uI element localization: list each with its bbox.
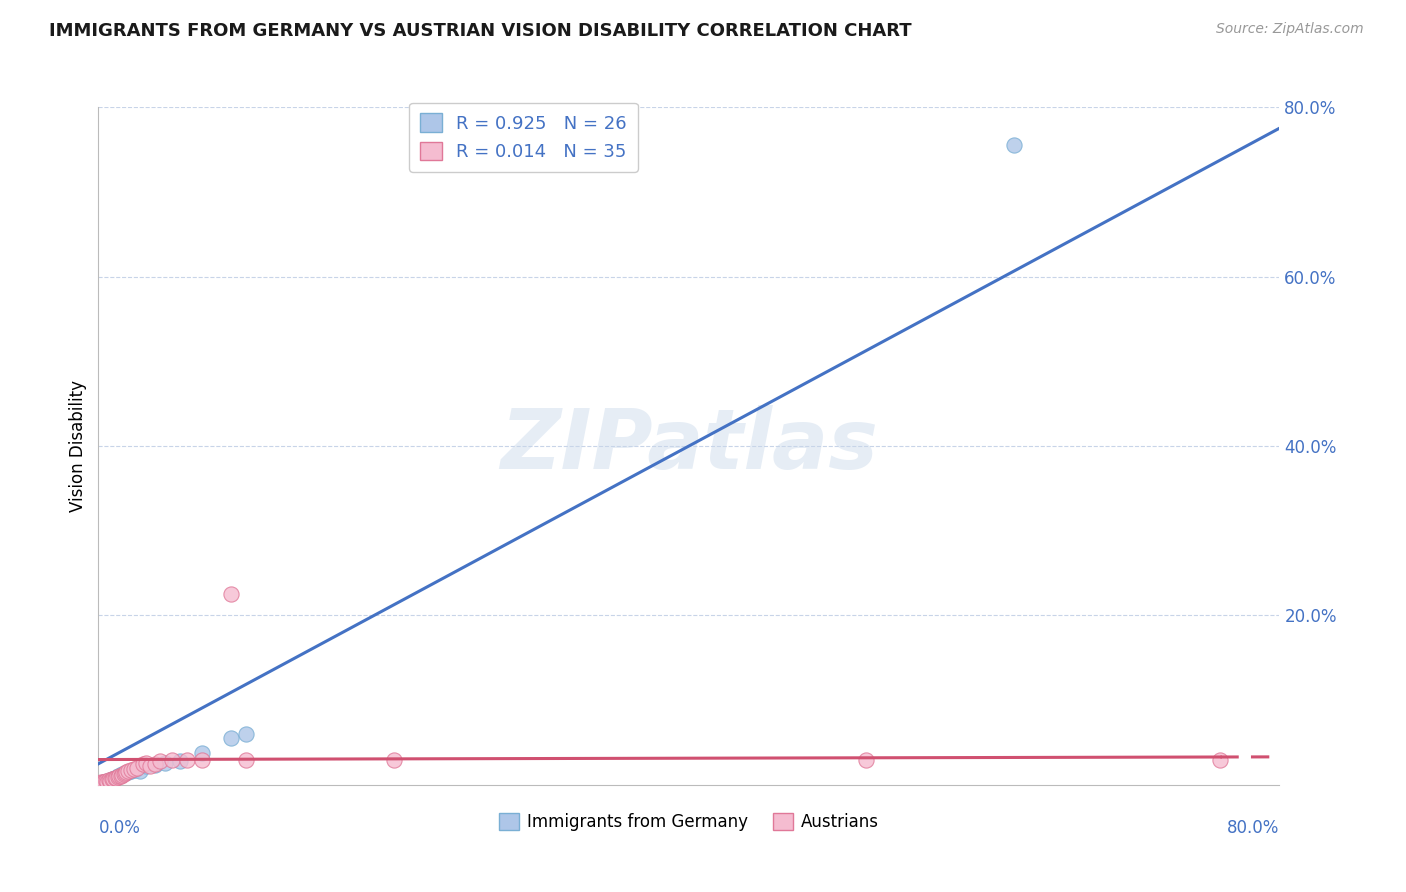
Point — [191, 753, 214, 767]
Point — [110, 769, 132, 783]
Point — [122, 762, 145, 776]
Point — [108, 769, 131, 783]
Point — [117, 764, 139, 779]
Point — [128, 764, 150, 778]
Point — [100, 772, 122, 786]
Point — [221, 731, 243, 746]
Point — [132, 756, 155, 771]
Point — [125, 761, 148, 775]
Point — [112, 767, 135, 781]
Point — [191, 746, 214, 760]
Point — [94, 773, 117, 788]
Point — [1209, 753, 1232, 767]
Point — [221, 587, 243, 601]
Point — [107, 769, 129, 784]
Point — [143, 757, 166, 772]
Point — [111, 767, 134, 781]
Point — [93, 775, 115, 789]
Point — [103, 772, 125, 786]
Point — [111, 768, 134, 782]
Text: 80.0%: 80.0% — [1227, 819, 1279, 837]
Point — [117, 765, 139, 780]
Point — [96, 773, 118, 788]
Point — [91, 775, 114, 789]
Point — [120, 764, 142, 779]
Point — [103, 772, 125, 786]
Point — [104, 771, 127, 785]
Point — [162, 753, 183, 767]
Point — [153, 756, 176, 770]
Point — [176, 753, 198, 767]
Text: ZIPatlas: ZIPatlas — [501, 406, 877, 486]
Point — [94, 774, 117, 789]
Point — [235, 753, 257, 767]
Point — [169, 754, 191, 768]
Point — [96, 774, 118, 789]
Y-axis label: Vision Disability: Vision Disability — [69, 380, 87, 512]
Point — [93, 774, 115, 789]
Point — [97, 773, 120, 788]
Point — [1002, 138, 1025, 153]
Point — [100, 772, 122, 786]
Text: Source: ZipAtlas.com: Source: ZipAtlas.com — [1216, 22, 1364, 37]
Point — [114, 766, 136, 780]
Point — [104, 771, 127, 785]
Point — [135, 756, 157, 770]
Point — [235, 727, 257, 741]
Text: 0.0%: 0.0% — [98, 819, 141, 837]
Point — [149, 754, 172, 768]
Point — [120, 763, 142, 777]
Point — [114, 766, 136, 780]
Point — [98, 772, 121, 787]
Point — [143, 756, 166, 771]
Point — [90, 775, 112, 789]
Point — [98, 773, 121, 788]
Point — [107, 770, 129, 784]
Point — [108, 769, 131, 784]
Point — [115, 765, 138, 780]
Point — [139, 759, 162, 773]
Point — [135, 759, 157, 773]
Point — [97, 772, 120, 787]
Text: IMMIGRANTS FROM GERMANY VS AUSTRIAN VISION DISABILITY CORRELATION CHART: IMMIGRANTS FROM GERMANY VS AUSTRIAN VISI… — [49, 22, 912, 40]
Point — [124, 763, 146, 777]
Legend: Immigrants from Germany, Austrians: Immigrants from Germany, Austrians — [492, 806, 886, 838]
Point — [110, 768, 132, 782]
Point — [91, 775, 114, 789]
Point — [382, 753, 405, 767]
Point — [855, 753, 877, 767]
Point — [105, 771, 128, 785]
